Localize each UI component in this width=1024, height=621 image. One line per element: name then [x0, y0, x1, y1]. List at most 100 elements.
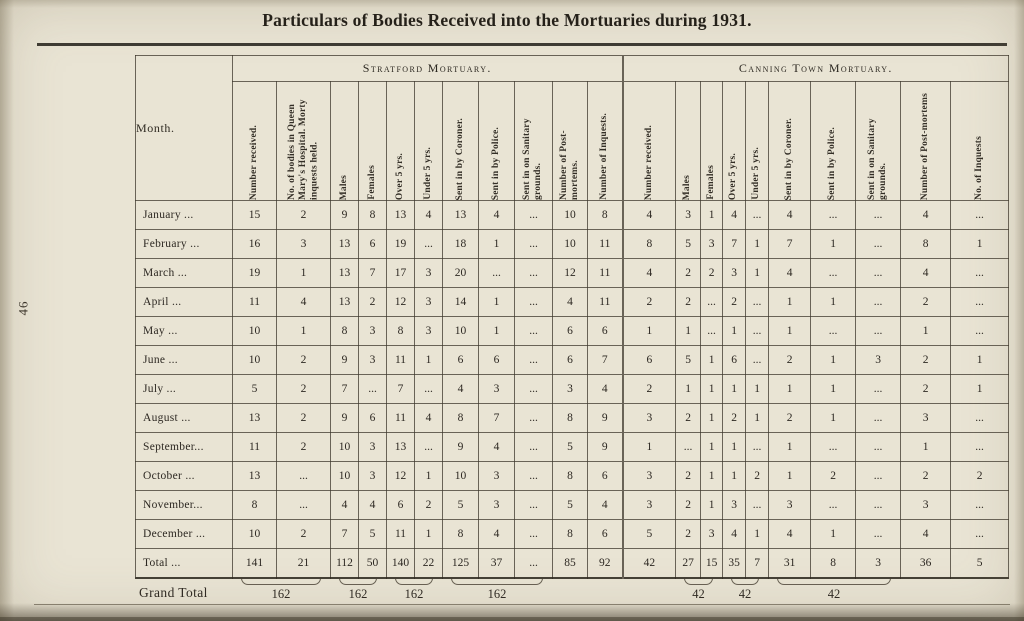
data-cell: 1 [810, 287, 857, 317]
data-cell: ... [855, 258, 902, 288]
grand-total-group-sex-canning: 42 [675, 577, 722, 602]
data-cell: 1 [768, 316, 812, 346]
underbrace-icon [451, 578, 544, 585]
data-cell: 7 [386, 374, 415, 404]
data-cell: 13 [330, 287, 359, 317]
data-cell: 4 [722, 519, 747, 549]
data-cell: 3 [621, 490, 677, 520]
table-row: January ... 15 2 9 8 13 4 13 4... 10 8 4 3 1 4... 4....… [135, 200, 1010, 230]
data-cell: 2 [900, 345, 952, 375]
grand-total-group-sent-in-canning: 42 [768, 577, 900, 602]
data-cell: 3 [675, 200, 702, 230]
table-row: August ... 13 2 9 6 11 4 8 7... 8 9 3 2 1 2 1 2 1... 3... [135, 403, 1010, 433]
data-cell: ... [358, 374, 387, 404]
data-cell: ... [514, 258, 553, 288]
data-cell: 5 [442, 490, 479, 520]
data-cell: 13 [442, 200, 479, 230]
data-cell: 3 [855, 345, 902, 375]
data-cell: 4 [276, 287, 331, 317]
data-cell: ... [514, 229, 553, 259]
grand-total-group-received: 162 [232, 577, 330, 602]
data-cell: 1 [950, 345, 1010, 375]
data-cell: 140 [386, 548, 415, 579]
data-cell: 3 [900, 490, 952, 520]
data-cell: 125 [442, 548, 479, 579]
data-cell: 1 [276, 258, 331, 288]
data-cell: 1 [950, 229, 1010, 259]
data-cell: 2 [768, 403, 812, 433]
data-cell: 8 [621, 229, 677, 259]
data-cell: 8 [330, 316, 359, 346]
table-row: September... 11 2 10 3 13... 9 4... 5 9 1... 1 1... 1… [135, 432, 1010, 462]
grand-total-value: 162 [487, 587, 507, 601]
data-cell: 4 [900, 519, 952, 549]
grand-total-group-age: 162 [386, 577, 442, 602]
data-cell: 2 [621, 287, 677, 317]
data-cell: 7 [478, 403, 515, 433]
data-cell: 3 [358, 316, 387, 346]
data-cell: 15 [232, 200, 277, 230]
data-cell: 1 [722, 432, 747, 462]
data-cell: ... [478, 258, 515, 288]
month-label: September... [135, 432, 233, 462]
column-header-label: No. of Inquests [973, 136, 984, 200]
data-cell: 1 [478, 316, 515, 346]
column-header: Number of Post-mortems. [552, 81, 588, 201]
data-cell: 13 [232, 461, 277, 491]
page-number: 46 [15, 300, 31, 316]
column-header: Males [330, 81, 359, 201]
data-cell: 8 [442, 403, 479, 433]
data-cell: 3 [276, 229, 331, 259]
data-cell: 4 [358, 490, 387, 520]
data-cell: 6 [552, 316, 588, 346]
data-cell: ... [414, 374, 443, 404]
data-cell: 3 [358, 345, 387, 375]
data-cell: 112 [330, 548, 359, 579]
data-cell: ... [745, 490, 770, 520]
data-cell: ... [810, 316, 857, 346]
data-cell: 5 [358, 519, 387, 549]
data-cell: 1 [478, 287, 515, 317]
data-cell: 3 [722, 490, 747, 520]
data-cell: 13 [330, 229, 359, 259]
page-title: Particulars of Bodies Received into the … [262, 10, 752, 30]
title-rule [37, 43, 1007, 46]
data-cell: 4 [478, 432, 515, 462]
data-cell: ... [950, 403, 1010, 433]
data-cell: 4 [722, 200, 747, 230]
data-cell: 19 [386, 229, 415, 259]
data-cell: ... [514, 287, 553, 317]
group-header-stratford: Stratford Mortuary. [231, 55, 624, 82]
data-cell: 1 [810, 229, 857, 259]
data-cell: ... [950, 316, 1010, 346]
grand-total-value: 162 [348, 587, 368, 601]
data-cell: 22 [414, 548, 443, 579]
month-label: Total ... [135, 548, 233, 579]
data-cell: ... [950, 287, 1010, 317]
page-edge-shadow-right [1014, 0, 1024, 621]
data-cell: 4 [586, 490, 624, 520]
data-cell: 9 [330, 200, 359, 230]
data-cell: 11 [586, 229, 624, 259]
data-cell: 9 [586, 403, 624, 433]
data-cell: ... [514, 374, 553, 404]
table-row: February ... 16 3 13 6 19... 18 1... 10 11 8 5 3 7 1 7 1… [135, 229, 1010, 259]
data-cell: 2 [950, 461, 1010, 491]
data-cell: ... [514, 316, 553, 346]
data-cell: 2 [675, 490, 702, 520]
data-cell: 20 [442, 258, 479, 288]
data-cell: 2 [722, 287, 747, 317]
data-cell: 2 [276, 200, 331, 230]
page-edge-shadow-left [0, 0, 14, 621]
underbrace-icon [684, 578, 714, 585]
data-cell: 4 [478, 200, 515, 230]
data-cell: 8 [552, 519, 588, 549]
data-cell: 5 [552, 432, 588, 462]
data-cell: ... [855, 200, 902, 230]
data-cell: 2 [675, 258, 702, 288]
data-cell: 10 [330, 432, 359, 462]
data-cell: 1 [810, 345, 857, 375]
data-cell: 1 [700, 461, 724, 491]
data-cell: 2 [358, 287, 387, 317]
